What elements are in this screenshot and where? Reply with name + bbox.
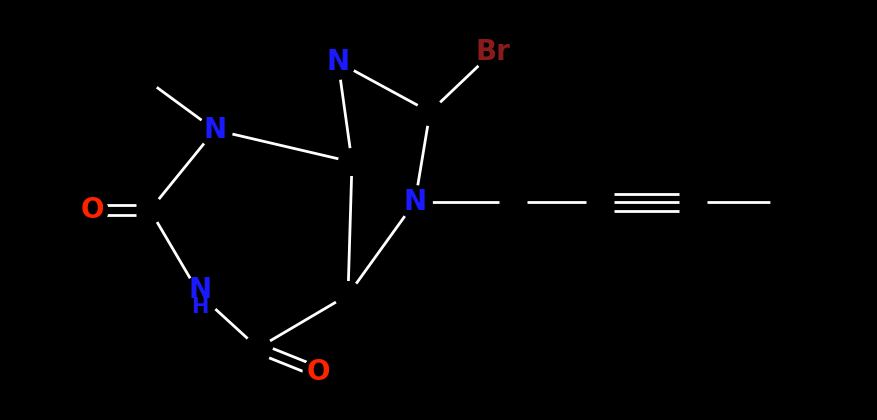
- Text: N: N: [189, 276, 211, 304]
- Text: H: H: [191, 297, 209, 317]
- Text: O: O: [306, 358, 330, 386]
- Text: O: O: [81, 196, 103, 224]
- Text: N: N: [326, 48, 350, 76]
- Text: N: N: [403, 188, 426, 216]
- Text: Br: Br: [475, 38, 510, 66]
- Text: N: N: [203, 116, 226, 144]
